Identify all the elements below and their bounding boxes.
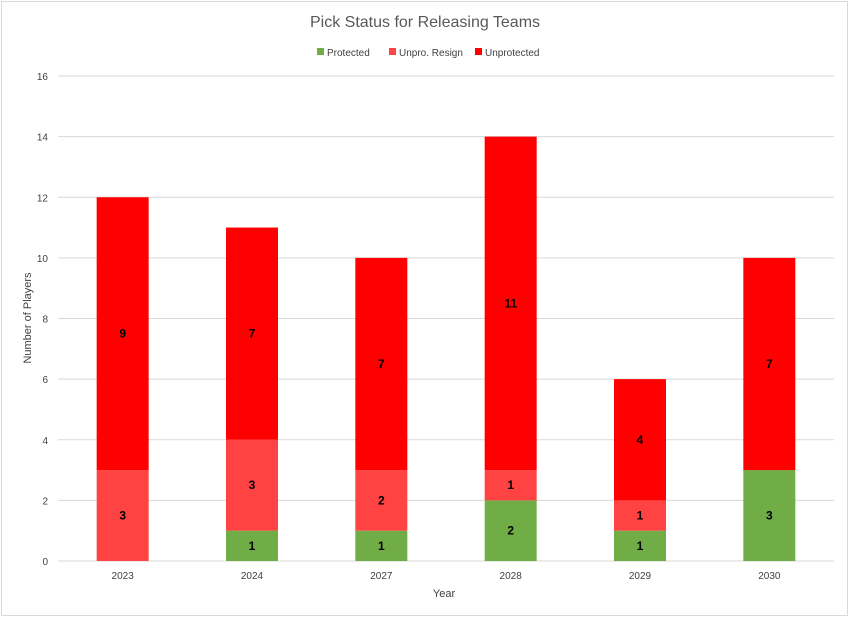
y-tick-label: 4 — [42, 436, 48, 447]
bar-segment — [484, 470, 537, 501]
bar-segment — [355, 470, 408, 531]
legend-item: Unprotected — [475, 48, 539, 59]
bar-segment — [614, 379, 666, 501]
legend-item: Unpro. Resign — [389, 48, 463, 59]
data-label: 1 — [249, 539, 256, 553]
bars — [96, 136, 796, 561]
legend-label: Unpro. Resign — [399, 48, 463, 59]
legend-label: Protected — [327, 48, 370, 59]
y-tick-label: 14 — [37, 133, 49, 144]
bar-segment — [614, 500, 666, 531]
data-label: 11 — [504, 296, 517, 310]
bar-segment — [355, 530, 408, 561]
chart-title: Pick Status for Releasing Teams — [310, 14, 540, 31]
legend-swatch — [475, 48, 482, 55]
x-tick-label: 2023 — [112, 571, 135, 582]
bar-segment — [743, 257, 796, 471]
data-label: 1 — [637, 539, 644, 553]
data-label: 3 — [249, 478, 256, 492]
x-tick-label: 2030 — [758, 571, 781, 582]
bar-segment — [226, 227, 278, 440]
data-label: 1 — [507, 478, 514, 492]
data-label: 7 — [766, 357, 773, 371]
data-label: 1 — [378, 539, 385, 553]
y-tick-label: 0 — [42, 557, 48, 568]
bar-segment — [484, 500, 537, 561]
data-label: 3 — [119, 509, 126, 523]
x-axis-ticks: 2023 2024 2027 2028 2029 2030 — [112, 571, 781, 582]
y-tick-label: 6 — [42, 375, 48, 386]
bar-segment — [96, 470, 149, 561]
x-tick-label: 2028 — [500, 571, 523, 582]
x-axis-label: Year — [433, 588, 456, 600]
bar-segment — [614, 530, 666, 561]
legend-item: Protected — [317, 48, 370, 59]
gridlines — [58, 75, 834, 562]
bar-segment — [743, 470, 796, 561]
bar-segment — [484, 136, 537, 471]
bar-segment — [226, 530, 278, 561]
data-label: 1 — [637, 509, 644, 523]
legend: Protected Unpro. Resign Unprotected — [317, 48, 539, 59]
data-label: 7 — [378, 357, 385, 371]
y-axis-label: Number of Players — [22, 272, 34, 364]
y-tick-label: 8 — [42, 315, 48, 326]
x-tick-label: 2024 — [241, 571, 264, 582]
y-tick-label: 16 — [37, 72, 49, 83]
y-axis-ticks: 0 2 4 6 8 10 12 14 16 — [37, 72, 49, 568]
y-tick-label: 12 — [37, 193, 49, 204]
legend-swatch — [317, 48, 324, 55]
x-tick-label: 2027 — [370, 571, 393, 582]
data-label: 2 — [507, 524, 514, 538]
bar-segment — [226, 439, 278, 531]
y-tick-label: 2 — [42, 496, 48, 507]
data-label: 3 — [766, 509, 773, 523]
y-tick-label: 10 — [37, 254, 49, 265]
bar-segment — [355, 257, 408, 471]
x-tick-label: 2029 — [629, 571, 652, 582]
data-label: 7 — [249, 327, 256, 341]
legend-label: Unprotected — [485, 48, 539, 59]
data-label: 9 — [119, 327, 126, 341]
data-label: 4 — [637, 433, 644, 447]
data-label: 2 — [378, 493, 385, 507]
bar-segment — [96, 197, 149, 471]
legend-swatch — [389, 48, 396, 55]
